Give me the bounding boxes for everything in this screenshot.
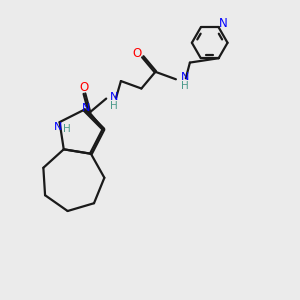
Text: N: N: [53, 122, 62, 132]
Text: H: H: [181, 81, 189, 91]
Text: O: O: [80, 81, 89, 94]
Text: N: N: [82, 103, 90, 113]
Text: N: N: [110, 92, 118, 102]
Text: O: O: [132, 47, 142, 60]
Text: N: N: [219, 17, 228, 30]
Text: H: H: [110, 100, 118, 110]
Text: N: N: [181, 72, 189, 82]
Text: H: H: [63, 124, 70, 134]
